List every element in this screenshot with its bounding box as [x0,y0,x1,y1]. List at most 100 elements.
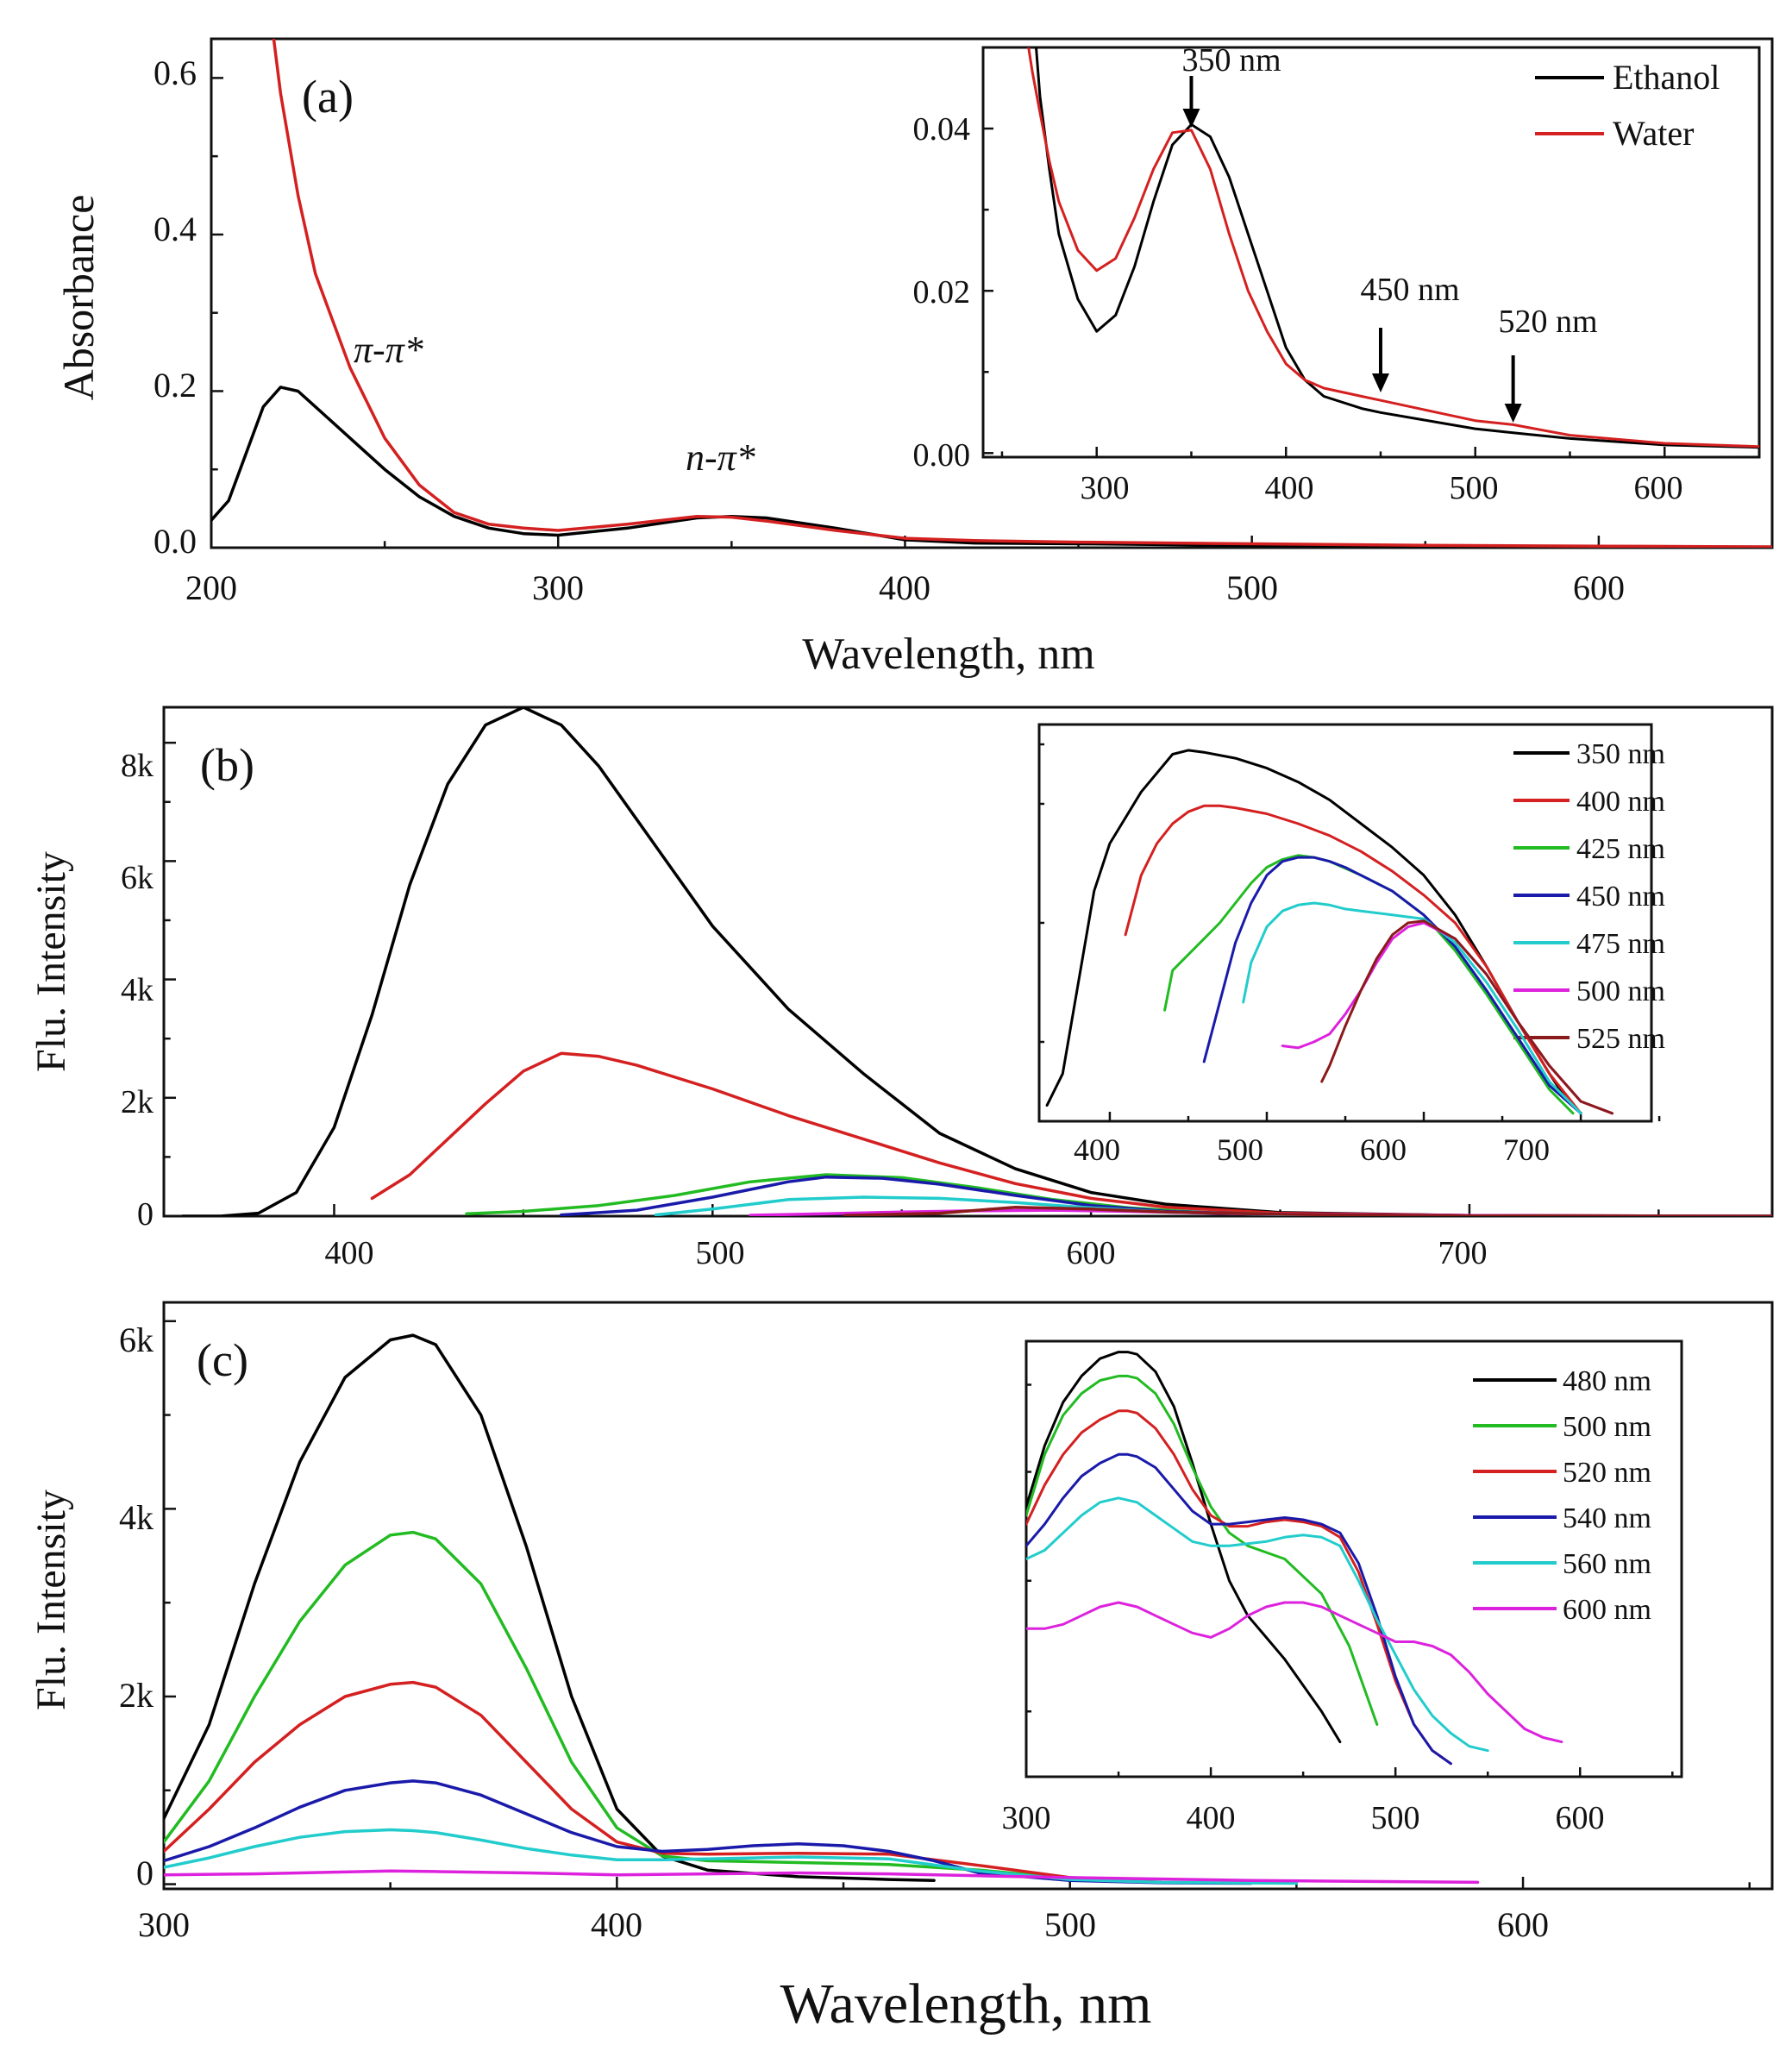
panel-c-inset: 300 400 500 600 480 nm 500 nm 520 nm 540… [1002,1339,1683,1836]
panel-a-inset-arrows [1182,76,1522,423]
legend-label-ethanol: Ethanol [1613,58,1720,97]
panel-b-inset-series-group [1045,749,1613,1115]
legend-label: 500 nm [1576,975,1665,1007]
panel-a-inset-xtick-label: 400 [1265,470,1314,506]
panel-c: 300 400 500 600 0 2k 4k 6k Wavelength, n… [28,1301,1774,2036]
panel-c-series-540-nm [164,1779,1253,1885]
panel-c-ytick-label: 2k [119,1676,154,1715]
panel-c-inset-ticks [1024,1383,1674,1777]
panel-b-series-525-nm [843,1205,1772,1216]
panel-a-tag: (a) [302,71,354,122]
panel-a-xlabel: Wavelength, nm [802,630,1095,679]
panel-c-inset-series-540-nm [1026,1452,1452,1766]
panel-a-inset-frame [981,46,1761,459]
panel-b-xtick-label: 700 [1438,1235,1488,1271]
panel-a-inset-xtick-label: 500 [1450,470,1499,506]
arrow-head [1371,373,1389,392]
panel-a-xtick-label: 400 [879,568,930,607]
panel-b-tag: (b) [200,739,254,791]
panel-c-xtick-label: 600 [1497,1905,1549,1944]
legend-label: 600 nm [1563,1594,1651,1626]
panel-c-xtick-label: 500 [1044,1905,1096,1944]
panel-a-ytick-label: 0.6 [154,53,197,92]
panel-c-xtick-label: 400 [591,1905,642,1944]
panel-b-ytick-label: 8k [121,748,154,784]
panel-c-inset-series-520-nm [1026,1409,1452,1766]
panel-b-inset-xtick-label: 500 [1217,1132,1263,1167]
panel-a-ytick-label: 0.0 [154,522,197,561]
panel-b-inset-legend: 350 nm 400 nm 425 nm 450 nm 475 nm 500 n… [1513,738,1665,1055]
panel-a-xtick-label: 500 [1226,568,1278,607]
panel-b-xtick-label: 500 [696,1235,745,1271]
panel-a-series-water [272,39,1772,548]
panel-a-plot-area [211,39,1772,548]
panel-c-xlabel: Wavelength, nm [780,1973,1152,2036]
panel-b-series-400-nm [370,1051,1772,1216]
panel-b-inset-xtick-label: 400 [1074,1132,1120,1167]
panel-c-inset-plot-area [1026,1351,1563,1766]
panel-c-ytick-label: 6k [119,1320,154,1359]
panel-c-series-500-nm [164,1530,1162,1885]
panel-b-ytick-label: 0 [137,1196,154,1233]
arrow-label-350: 350 nm [1181,42,1281,78]
panel-c-inset-xtick-label: 500 [1371,1800,1420,1836]
panel-a-inset-ytick-label: 0.02 [913,274,971,310]
arrow-head [1504,404,1522,423]
panel-b-inset-xtick-label: 600 [1360,1132,1407,1167]
panel-b-xtick-label: 600 [1067,1235,1116,1271]
panel-b-inset-series-475-nm [1242,901,1582,1115]
panel-a-ytick-label: 0.2 [154,366,197,405]
panel-a-xtick-label: 600 [1573,568,1625,607]
panel-c-inset-series-500-nm [1026,1374,1379,1726]
panel-b-plot-area [181,707,1772,1216]
panel-a-inset-series-group [1027,47,1759,449]
panel-a-inset-plot-area [1027,47,1759,449]
legend-label: 450 nm [1576,881,1665,913]
panel-c-ytick-label: 4k [119,1498,154,1537]
panel-a-series-group [211,39,1772,548]
legend-label: 400 nm [1576,786,1665,818]
panel-b-series-group [181,707,1772,1216]
panel-a: 200 300 400 500 600 0.0 0.2 0.4 0.6 Wave… [54,37,1774,679]
panel-b-frame [162,706,1774,1218]
panel-b-ytick-label: 4k [121,972,154,1008]
panel-a-inset-xtick-label: 600 [1634,470,1683,506]
panel-c-inset-xtick-label: 600 [1556,1800,1605,1836]
legend-label-water: Water [1613,114,1695,153]
panel-b-ytick-label: 2k [121,1084,154,1120]
panel-b-inset-series-525-nm [1320,919,1613,1115]
legend-label: 520 nm [1563,1457,1651,1489]
arrow-head [1182,109,1200,128]
panel-a-inset-series-ethanol [1035,47,1759,449]
legend-label: 350 nm [1576,738,1665,770]
panel-b-series-350-nm [181,707,1772,1216]
legend-label: 540 nm [1563,1502,1651,1534]
panel-c-frame [162,1301,1774,1891]
legend-label: 480 nm [1563,1365,1651,1397]
panel-c-inset-xtick-label: 400 [1187,1800,1236,1836]
arrow-label-520: 520 nm [1498,304,1597,340]
panel-b-inset: 400 500 600 700 350 nm 400 nm 425 nm 450… [1037,723,1665,1167]
panel-a-series-ethanol [211,386,1772,548]
panel-c-ylabel: Flu. Intensity [28,1490,74,1710]
panel-c-series-group [164,1333,1480,1885]
panel-c-inset-legend: 480 nm 500 nm 520 nm 540 nm 560 nm 600 n… [1473,1365,1651,1626]
panel-a-inset-ytick-label: 0.00 [913,437,971,474]
panel-a-xtick-label: 200 [185,568,237,607]
pi-pi-annotation: π-π* [354,329,423,371]
panel-c-tag: (c) [197,1334,248,1386]
panel-b-inset-xtick-label: 700 [1503,1132,1550,1167]
panel-a-inset-ytick-label: 0.04 [913,111,971,147]
legend-label: 500 nm [1563,1411,1651,1443]
panel-c-xtick-label: 300 [138,1905,190,1944]
panel-b-ytick-label: 6k [121,860,154,896]
legend-label: 560 nm [1563,1548,1651,1580]
panel-c-inset-series-560-nm [1026,1496,1489,1753]
panel-a-xtick-label: 300 [532,568,584,607]
panel-c-series-520-nm [164,1680,1162,1885]
panel-b-inset-plot-area [1045,749,1613,1115]
panel-c-inset-series-group [1026,1351,1563,1766]
panel-c-series-600-nm [164,1869,1480,1885]
panel-c-series-560-nm [164,1828,1299,1885]
panel-a-inset-xtick-label: 300 [1081,470,1130,506]
